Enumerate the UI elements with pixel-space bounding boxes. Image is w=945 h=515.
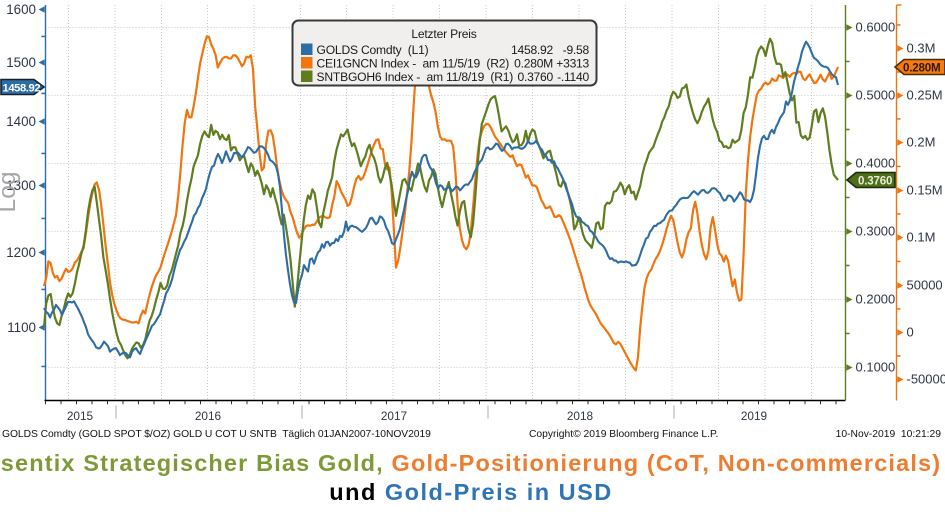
svg-text:0.6000: 0.6000 <box>856 20 896 35</box>
svg-text:SNTBGOH6 Index - am 11/8/19: SNTBGOH6 Index - am 11/8/19 (R1) <box>317 70 514 84</box>
svg-text:1458.92: 1458.92 <box>511 43 553 57</box>
svg-text:0.3000: 0.3000 <box>856 224 896 239</box>
svg-text:1500: 1500 <box>6 55 36 70</box>
svg-text:1200: 1200 <box>6 245 36 260</box>
svg-text:0.2000: 0.2000 <box>856 292 896 307</box>
svg-text:10-Nov-2019 10:21:29: 10-Nov-2019 10:21:29 <box>836 429 942 440</box>
svg-text:Log: Log <box>0 172 21 213</box>
svg-text:1458.92: 1458.92 <box>3 82 41 94</box>
svg-text:2018: 2018 <box>567 409 594 423</box>
svg-text:1400: 1400 <box>6 114 36 129</box>
svg-text:0.2M: 0.2M <box>907 135 936 150</box>
svg-text:CEI1GNCN Index - am 11/5/19: CEI1GNCN Index - am 11/5/19 (R2) <box>317 57 510 71</box>
svg-text:GOLDS Comdty (GOLD SPOT $/OZ): GOLDS Comdty (GOLD SPOT $/OZ) GOLD U COT… <box>2 429 431 440</box>
svg-text:und Gold-Preis in USD: und Gold-Preis in USD <box>329 479 612 505</box>
svg-text:1100: 1100 <box>7 320 36 335</box>
svg-text:-9.58: -9.58 <box>563 43 590 57</box>
svg-text:0.280M: 0.280M <box>903 62 940 75</box>
svg-text:2017: 2017 <box>381 409 407 423</box>
svg-text:-.1140: -.1140 <box>557 70 589 84</box>
svg-text:Letzter Preis: Letzter Preis <box>411 27 476 41</box>
svg-text:0.3M: 0.3M <box>907 41 936 56</box>
svg-text:Copyright© 2019 Bloomberg Fina: Copyright© 2019 Bloomberg Finance L.P. <box>529 429 718 440</box>
svg-text:0.3760: 0.3760 <box>858 175 892 188</box>
svg-text:50000: 50000 <box>907 278 943 293</box>
svg-text:0.1000: 0.1000 <box>856 360 896 375</box>
svg-text:0.4000: 0.4000 <box>856 156 896 171</box>
svg-text:2016: 2016 <box>195 409 222 423</box>
svg-text:0.25M: 0.25M <box>907 88 943 103</box>
svg-text:0.15M: 0.15M <box>907 183 943 198</box>
svg-text:GOLDS Comdty (L1): GOLDS Comdty (L1) <box>317 43 429 57</box>
svg-text:0.280M: 0.280M <box>514 57 553 71</box>
svg-text:2015: 2015 <box>67 409 94 423</box>
svg-text:sentix Strategischer Bias Gold: sentix Strategischer Bias Gold, Gold-Pos… <box>1 450 941 476</box>
svg-text:2019: 2019 <box>741 409 767 423</box>
svg-text:0.5000: 0.5000 <box>856 88 896 103</box>
svg-text:0.1M: 0.1M <box>907 230 936 245</box>
svg-text:1600: 1600 <box>6 2 36 17</box>
svg-text:0: 0 <box>907 325 914 340</box>
svg-text:+3313: +3313 <box>556 57 589 71</box>
svg-text:-50000: -50000 <box>907 372 945 387</box>
svg-text:0.3760: 0.3760 <box>518 70 554 84</box>
